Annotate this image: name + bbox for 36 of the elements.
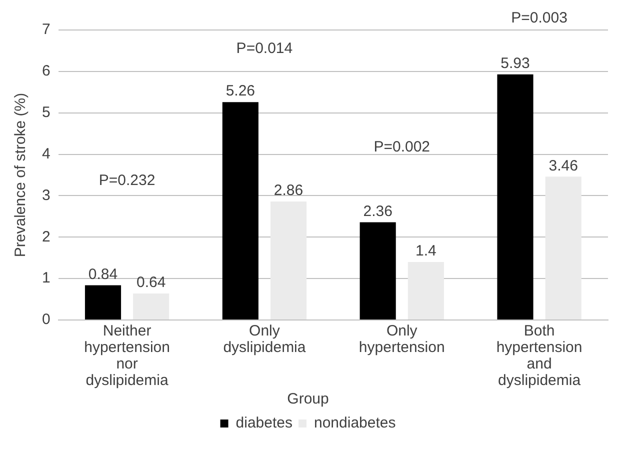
text: P=0.003	[511, 10, 568, 27]
x-tick-label: Neither hypertension nor dyslipidemia	[84, 322, 170, 389]
y-tick-label: 1	[42, 270, 50, 287]
bar	[222, 102, 258, 320]
y-tick-label: 0	[42, 311, 50, 328]
x-tick-label: Both hypertension and dyslipidemia	[496, 322, 582, 389]
x-tick-label: Only hypertension	[358, 322, 445, 356]
data-label: 0.64	[136, 274, 166, 292]
annotation: P=0.232	[98, 172, 156, 189]
data-label: 3.46	[548, 157, 578, 174]
bar	[545, 176, 582, 320]
y-tick-label: 2	[42, 228, 50, 246]
y-tick-label: 6	[42, 62, 50, 80]
data-label: 2.36	[363, 202, 392, 220]
y-axis-title: Prevalence of stroke (%)	[12, 92, 30, 258]
data-label: 1.4	[415, 242, 436, 260]
legend-label: nondiabetes	[314, 414, 396, 432]
data-label: 5.93	[500, 54, 530, 72]
legend-label: diabetes	[236, 414, 292, 432]
bar	[408, 262, 444, 320]
y-tick-label: 7	[42, 21, 50, 38]
y-tick-label: 5	[42, 104, 50, 121]
data-label: 5.26	[226, 82, 256, 100]
bar	[84, 285, 122, 320]
legend-title: Group	[287, 390, 329, 408]
annotation: P=0.014	[236, 40, 293, 57]
bar	[270, 202, 307, 320]
y-tick-label: 3	[42, 186, 50, 204]
bar	[133, 293, 170, 320]
bar	[497, 74, 534, 320]
data-label: 2.86	[274, 182, 304, 200]
annotation: P=0.002	[374, 138, 430, 156]
data-label: 0.84	[88, 266, 118, 283]
y-tick-label: 4	[42, 145, 50, 162]
x-tick-label: Only dyslipidemia	[223, 322, 306, 356]
bar	[360, 222, 396, 320]
